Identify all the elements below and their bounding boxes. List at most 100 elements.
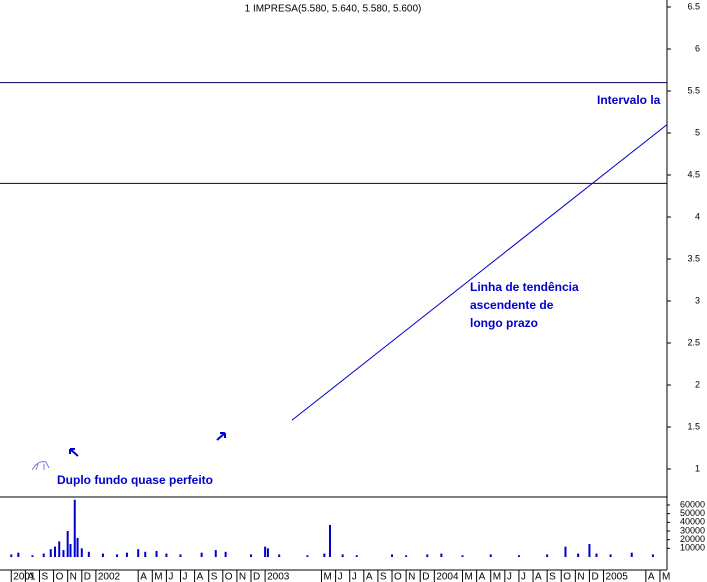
x-tick-label: S xyxy=(41,572,48,582)
x-tick-label: S xyxy=(380,572,387,582)
volume-bar xyxy=(73,499,76,557)
x-tick-label: N xyxy=(577,572,584,582)
volume-bar xyxy=(250,554,253,557)
y-tick-label: 50000 xyxy=(680,508,705,518)
y-tick-label: 4 xyxy=(695,211,700,221)
x-tick-label: 2003 xyxy=(267,572,290,582)
volume-bar xyxy=(651,554,654,557)
x-tick-label: O xyxy=(225,572,233,582)
volume-bar xyxy=(165,553,168,557)
volume-bar xyxy=(323,553,326,557)
x-tick-label: A xyxy=(366,572,373,582)
x-tick-label: O xyxy=(56,572,64,582)
x-tick-label: 2002 xyxy=(98,572,121,582)
volume-bar xyxy=(80,548,83,557)
x-tick-label: J xyxy=(182,572,187,582)
volume-bar xyxy=(577,553,580,557)
annotation: Intervalo la xyxy=(597,93,661,107)
x-tick-label: M xyxy=(154,572,162,582)
annotation: Duplo fundo quase perfeito xyxy=(57,473,213,487)
icon xyxy=(31,461,50,471)
x-tick-label: N xyxy=(408,572,415,582)
x-tick-label: N xyxy=(70,572,77,582)
volume-bar xyxy=(155,550,158,557)
x-tick-label: A xyxy=(648,572,655,582)
x-tick-label: J xyxy=(521,572,526,582)
y-tick-label: 2.5 xyxy=(687,337,700,347)
x-tick-label: M xyxy=(493,572,501,582)
y-tick-label: 10000 xyxy=(680,543,705,553)
x-tick-label: S xyxy=(211,572,218,582)
volume-bar xyxy=(489,554,492,557)
x-tick-label: 2001 xyxy=(13,572,36,582)
volume-bar xyxy=(58,541,61,557)
volume-bar xyxy=(391,554,394,557)
y-tick-label: 2 xyxy=(695,379,700,389)
y-tick-label: 5 xyxy=(695,127,700,137)
volume-bar xyxy=(200,552,203,557)
volume-bar xyxy=(214,550,217,557)
volume-bar xyxy=(144,551,147,557)
annotation: longo prazo xyxy=(470,316,538,330)
volume-bar xyxy=(426,554,429,557)
y-tick-label: 6.5 xyxy=(687,1,700,11)
volume-bar xyxy=(546,554,549,557)
y-tick-label: 60000 xyxy=(680,499,705,509)
x-tick-label: M xyxy=(324,572,332,582)
chart-title: 1 IMPRESA(5.580, 5.640, 5.580, 5.600) xyxy=(245,4,422,15)
volume-bar xyxy=(87,551,90,557)
trendline xyxy=(291,124,668,421)
volume-bar xyxy=(17,552,20,557)
volume-bar xyxy=(116,554,119,557)
volume-bar xyxy=(440,553,443,557)
volume-bar xyxy=(53,546,56,557)
volume-bar xyxy=(278,554,281,557)
x-tick-label: A xyxy=(535,572,542,582)
volume-bar xyxy=(517,555,520,557)
x-tick-label: M xyxy=(465,572,473,582)
y-tick-label: 3.5 xyxy=(687,253,700,263)
y-tick-label: 30000 xyxy=(680,525,705,535)
y-tick-label: 3 xyxy=(695,295,700,305)
x-tick-label: O xyxy=(394,572,402,582)
y-tick-label: 1 xyxy=(695,463,700,473)
x-tick-label: J xyxy=(352,572,357,582)
y-tick-label: 20000 xyxy=(680,534,705,544)
volume-bar xyxy=(264,546,267,557)
volume-bar xyxy=(137,549,140,557)
x-tick-label: D xyxy=(591,572,598,582)
volume-bar xyxy=(76,537,79,557)
y-tick-label: 1.5 xyxy=(687,421,700,431)
volume-bar xyxy=(31,555,34,557)
volume-bar xyxy=(179,554,182,557)
volume-bar xyxy=(461,555,464,557)
volume-bar xyxy=(328,524,331,557)
volume-bar xyxy=(266,548,269,557)
x-tick-label: N xyxy=(239,572,246,582)
volume-bar xyxy=(595,553,598,557)
volume-bar xyxy=(49,549,52,557)
annotation: ascendente de xyxy=(470,298,554,312)
y-tick-label: 5.5 xyxy=(687,85,700,95)
y-tick-label: 4.5 xyxy=(687,169,700,179)
y-tick-label: 6 xyxy=(695,43,700,53)
volume-bar xyxy=(42,553,45,557)
volume-bar xyxy=(609,554,612,557)
x-tick-label: 2004 xyxy=(436,572,459,582)
x-tick-label: D xyxy=(253,572,260,582)
x-tick-label: D xyxy=(422,572,429,582)
x-tick-label: A xyxy=(197,572,204,582)
volume-bar xyxy=(69,544,72,557)
x-tick-label: 2005 xyxy=(606,572,629,582)
annotation: Linha de tendência xyxy=(470,280,579,294)
x-tick-label: J xyxy=(507,572,512,582)
x-tick-label: J xyxy=(338,572,343,582)
x-tick-label: A xyxy=(27,572,34,582)
volume-bar xyxy=(355,555,358,557)
volume-bar xyxy=(125,552,128,557)
volume-bar xyxy=(101,553,104,557)
y-tick-label: 40000 xyxy=(680,517,705,527)
x-tick-label: D xyxy=(84,572,91,582)
